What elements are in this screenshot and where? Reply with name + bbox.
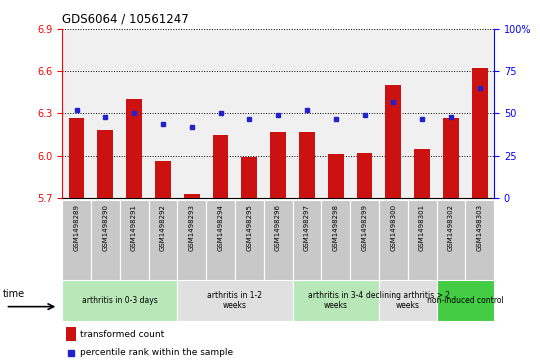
Bar [66,327,76,341]
Text: GSM1498299: GSM1498299 [361,204,368,250]
Text: GSM1498292: GSM1498292 [160,204,166,250]
Bar [293,200,321,280]
Bar [356,153,373,198]
Bar [328,154,343,198]
Bar [443,118,459,198]
Bar [155,161,171,198]
Text: GSM1498301: GSM1498301 [419,204,425,251]
Text: GSM1498295: GSM1498295 [246,204,252,250]
Text: arthritis in 1-2
weeks: arthritis in 1-2 weeks [207,291,262,310]
Bar [126,99,142,198]
Text: time: time [3,289,25,299]
Bar [184,193,200,198]
Bar [299,132,315,198]
Bar [350,200,379,280]
Text: GSM1498294: GSM1498294 [218,204,224,250]
Bar [69,118,84,198]
Text: GSM1498293: GSM1498293 [188,204,195,250]
Text: GSM1498303: GSM1498303 [477,204,483,251]
Bar [148,200,177,280]
Text: GSM1498289: GSM1498289 [73,204,79,250]
Bar [270,132,286,198]
Text: GDS6064 / 10561247: GDS6064 / 10561247 [62,12,189,25]
Bar [62,280,177,321]
Bar [235,200,264,280]
Text: percentile rank within the sample: percentile rank within the sample [80,348,233,357]
Bar [379,280,436,321]
Text: non-induced control: non-induced control [427,296,504,305]
Bar [414,148,430,198]
Bar [408,200,436,280]
Bar [97,130,113,198]
Text: transformed count: transformed count [80,330,165,339]
Text: GSM1498290: GSM1498290 [102,204,109,250]
Bar [206,200,235,280]
Bar [91,200,120,280]
Bar [293,280,379,321]
Text: GSM1498291: GSM1498291 [131,204,137,250]
Text: GSM1498302: GSM1498302 [448,204,454,250]
Text: arthritis in 0-3 days: arthritis in 0-3 days [82,296,158,305]
Bar [436,280,494,321]
Bar [386,85,401,198]
Text: declining arthritis > 2
weeks: declining arthritis > 2 weeks [366,291,450,310]
Bar [177,200,206,280]
Bar [241,157,257,198]
Bar [321,200,350,280]
Text: GSM1498296: GSM1498296 [275,204,281,250]
Bar [62,200,91,280]
Text: GSM1498297: GSM1498297 [304,204,310,250]
Text: GSM1498298: GSM1498298 [333,204,339,250]
Bar [465,200,494,280]
Bar [120,200,148,280]
Text: GSM1498300: GSM1498300 [390,204,396,251]
Bar [177,280,293,321]
Bar [264,200,293,280]
Text: arthritis in 3-4
weeks: arthritis in 3-4 weeks [308,291,363,310]
Bar [379,200,408,280]
Bar [213,135,228,198]
Bar [472,69,488,198]
Bar [436,200,465,280]
